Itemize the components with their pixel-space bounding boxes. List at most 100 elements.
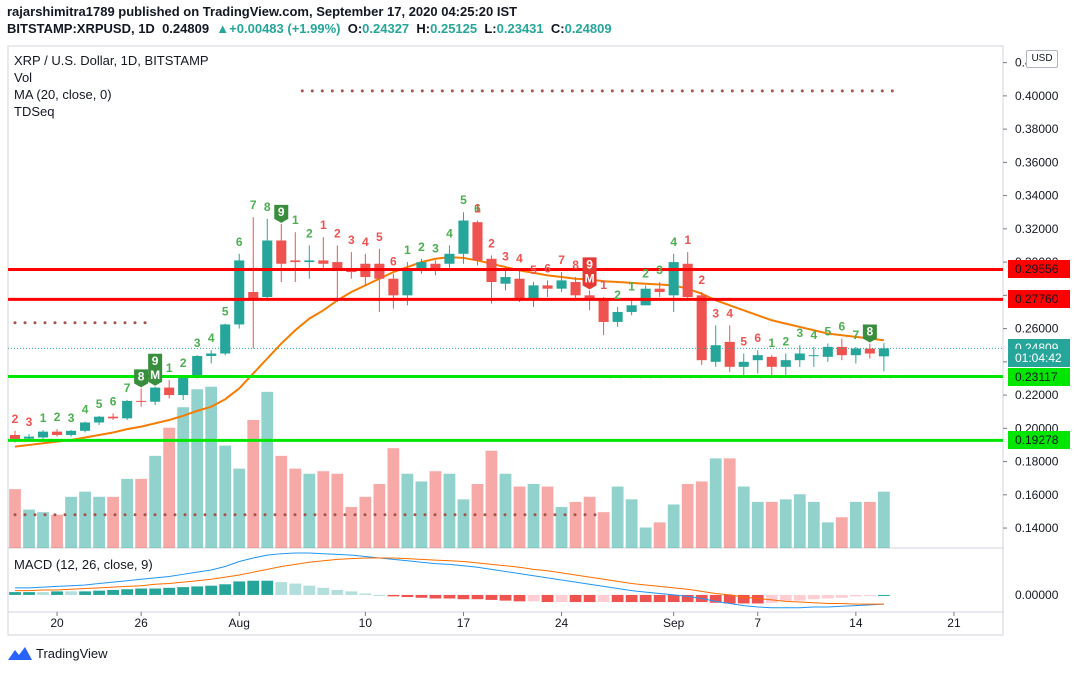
candle-body — [9, 434, 21, 440]
td-label: 3 — [194, 336, 201, 350]
td-label: 2 — [180, 356, 187, 370]
td-text: 1 — [474, 202, 481, 216]
candle-body — [458, 220, 469, 254]
candle — [220, 323, 231, 356]
volume-bar — [793, 494, 806, 548]
td-text: 7 — [250, 198, 257, 212]
candle-body — [696, 295, 707, 361]
x-tick-label: 14 — [849, 616, 863, 630]
candle-body — [584, 295, 595, 299]
candle-body — [150, 387, 161, 402]
volume-bar — [205, 386, 218, 548]
volume-bar — [471, 484, 484, 548]
candle — [696, 292, 707, 366]
candle — [682, 252, 693, 301]
td-label: 5 — [376, 230, 383, 244]
td-label: 2 — [12, 412, 19, 426]
volume-bar — [275, 455, 288, 548]
candle-body — [108, 416, 119, 419]
macd-hist-bar — [373, 594, 386, 596]
candle-body — [220, 324, 231, 354]
macd-hist-bar — [359, 593, 372, 595]
td-label: 4 — [516, 251, 523, 265]
candle-body — [94, 416, 105, 423]
legend-vol[interactable]: Vol — [14, 70, 33, 85]
td-box — [862, 324, 877, 343]
candle-body — [598, 298, 609, 322]
volume-bar — [219, 445, 232, 548]
candle — [738, 353, 749, 376]
volume-bar — [387, 448, 400, 548]
volume-bar — [765, 501, 778, 548]
candle — [794, 345, 805, 367]
macd-hist-bar — [65, 591, 77, 595]
td-label: 5 — [824, 325, 831, 339]
currency-button[interactable]: USD — [1026, 50, 1058, 68]
volume-bar — [709, 458, 722, 548]
candle — [766, 355, 777, 376]
x-tick-label: 21 — [947, 616, 961, 630]
volume-bar — [443, 473, 456, 548]
macd-hist-bar — [667, 594, 680, 603]
y-tick-label: 0.34000 — [1015, 189, 1059, 203]
x-tick-label: Sep — [663, 616, 685, 630]
td-text: 6 — [474, 202, 481, 216]
macd-hist-bar — [9, 592, 21, 595]
td-label: 6 — [390, 255, 397, 269]
candle-body — [304, 260, 315, 263]
candles — [9, 212, 889, 443]
change-value: +0.00483 (+1.99%) — [229, 21, 341, 36]
td-text: 3 — [712, 306, 719, 320]
volume-bar — [527, 484, 540, 548]
td-text: 5 — [824, 325, 831, 339]
td-text: 8 — [138, 369, 145, 383]
legend-ma[interactable]: MA (20, close, 0) — [14, 87, 112, 102]
legend-macd[interactable]: MACD (12, 26, close, 9) — [14, 557, 153, 572]
volume-bar — [65, 496, 77, 548]
volume-bar — [121, 478, 134, 548]
footer[interactable]: TradingView — [8, 646, 108, 661]
td-text: 5 — [460, 193, 467, 207]
chart-title[interactable]: XRP / U.S. Dollar, 1D, BITSTAMP — [14, 53, 209, 68]
volume-bar — [835, 517, 848, 548]
legend-tdseq[interactable]: TDSeq — [14, 104, 55, 119]
td-label: 6 — [544, 261, 551, 275]
macd-line — [15, 552, 884, 609]
candle — [234, 253, 245, 329]
candle — [598, 297, 609, 336]
volume-bar — [457, 499, 470, 548]
candle — [262, 218, 273, 301]
macd-hist-bar — [723, 594, 736, 604]
open-value: 0.24327 — [362, 21, 410, 36]
open-label: O: — [347, 21, 363, 36]
candle — [416, 258, 427, 274]
td-text: 1 — [292, 213, 299, 227]
macd-hist-bar — [387, 594, 400, 597]
footer-brand[interactable]: TradingView — [36, 646, 108, 661]
td-text: 5 — [740, 335, 747, 349]
td-label: 8 — [572, 258, 579, 272]
candle-body — [682, 263, 693, 297]
volume-bar — [23, 509, 35, 548]
candle — [710, 325, 721, 367]
td-text: 2 — [12, 412, 19, 426]
macd-hist-bar — [821, 594, 834, 599]
candle — [724, 325, 735, 372]
td-text: 4 — [726, 306, 733, 320]
td-text: 3 — [26, 415, 33, 429]
candle-body — [234, 260, 245, 325]
volume-bar — [597, 512, 610, 548]
volume-bar — [569, 501, 582, 548]
candle — [136, 388, 147, 407]
y-tick-label: 0.26000 — [1015, 322, 1059, 336]
td-text: 2 — [614, 288, 621, 302]
macd-hist-bar — [233, 581, 246, 595]
candle-body — [570, 282, 581, 296]
macd-hist-bar — [121, 589, 134, 595]
td-box — [582, 271, 597, 290]
candle — [94, 415, 105, 425]
macd-hist-bar — [569, 594, 582, 603]
macd-hist-bar — [275, 582, 288, 595]
td-text: 1 — [684, 233, 691, 247]
